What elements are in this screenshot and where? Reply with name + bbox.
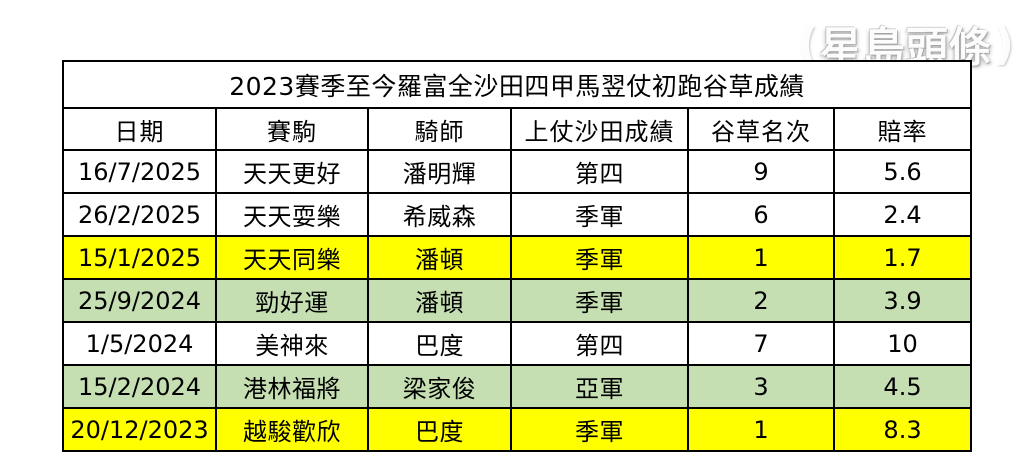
- cell-jockey: 潘明輝: [367, 149, 512, 194]
- column-header-valley_place: 谷草名次: [687, 107, 835, 151]
- cell-shatin_result: 季軍: [510, 278, 689, 323]
- cell-shatin_result: 季軍: [510, 192, 689, 237]
- column-header-date: 日期: [62, 107, 217, 151]
- cell-horse: 越駿歡欣: [215, 407, 369, 452]
- cell-shatin_result: 季軍: [510, 235, 689, 280]
- cell-valley_place: 7: [687, 321, 835, 366]
- cell-shatin_result: 第四: [510, 321, 689, 366]
- cell-jockey: 潘頓: [367, 278, 512, 323]
- cell-odds: 3.9: [832, 278, 973, 323]
- cell-shatin_result: 季軍: [510, 407, 689, 452]
- table-title-row: 2023賽季至今羅富全沙田四甲馬翌仗初跑谷草成績: [61, 60, 973, 109]
- cell-horse: 勁好運: [215, 278, 369, 323]
- cell-jockey: 潘頓: [367, 235, 512, 280]
- table-row: 15/2/2024 港林福將 梁家俊 亞軍 3 4.5: [62, 364, 973, 409]
- cell-valley_place: 3: [687, 364, 835, 409]
- cell-valley_place: 9: [687, 149, 835, 194]
- cell-odds: 2.4: [832, 192, 973, 237]
- table-row: 1/5/2024 美神來 巴度 第四 7 10: [62, 321, 973, 366]
- cell-date: 1/5/2024: [62, 321, 217, 366]
- cell-odds: 4.5: [832, 364, 973, 409]
- column-header-odds: 賠率: [832, 107, 973, 151]
- cell-horse: 美神來: [215, 321, 369, 366]
- cell-odds: 8.3: [832, 407, 973, 452]
- column-header-jockey: 騎師: [367, 107, 512, 151]
- cell-odds: 10: [832, 321, 973, 366]
- cell-jockey: 巴度: [367, 321, 512, 366]
- table-header-row: 日期 賽駒 騎師 上仗沙田成績 谷草名次 賠率: [62, 107, 973, 151]
- cell-date: 15/2/2024: [62, 364, 217, 409]
- cell-odds: 5.6: [832, 149, 973, 194]
- results-table-container: 2023賽季至今羅富全沙田四甲馬翌仗初跑谷草成績 日期 賽駒 騎師 上仗沙田成績 谷草名…: [61, 60, 973, 452]
- cell-horse: 港林福將: [215, 364, 369, 409]
- column-header-shatin_result: 上仗沙田成績: [510, 107, 689, 151]
- cell-horse: 天天耍樂: [215, 192, 369, 237]
- cell-valley_place: 2: [687, 278, 835, 323]
- cell-jockey: 希威森: [367, 192, 512, 237]
- table-row: 20/12/2023 越駿歡欣 巴度 季軍 1 8.3: [62, 407, 973, 452]
- table-title: 2023賽季至今羅富全沙田四甲馬翌仗初跑谷草成績: [61, 60, 973, 109]
- column-header-horse: 賽駒: [215, 107, 369, 151]
- table-row: 16/7/2025 天天更好 潘明輝 第四 9 5.6: [62, 149, 973, 194]
- cell-date: 20/12/2023: [62, 407, 217, 452]
- cell-jockey: 巴度: [367, 407, 512, 452]
- cell-odds: 1.7: [832, 235, 973, 280]
- cell-date: 25/9/2024: [62, 278, 217, 323]
- cell-date: 15/1/2025: [62, 235, 217, 280]
- cell-horse: 天天更好: [215, 149, 369, 194]
- cell-shatin_result: 第四: [510, 149, 689, 194]
- table-row: 15/1/2025 天天同樂 潘頓 季軍 1 1.7: [62, 235, 973, 280]
- table-row: 26/2/2025 天天耍樂 希威森 季軍 6 2.4: [62, 192, 973, 237]
- cell-shatin_result: 亞軍: [510, 364, 689, 409]
- results-table: 2023賽季至今羅富全沙田四甲馬翌仗初跑谷草成績 日期 賽駒 騎師 上仗沙田成績 谷草名…: [61, 60, 973, 452]
- cell-jockey: 梁家俊: [367, 364, 512, 409]
- cell-valley_place: 6: [687, 192, 835, 237]
- cell-horse: 天天同樂: [215, 235, 369, 280]
- cell-valley_place: 1: [687, 407, 835, 452]
- cell-date: 26/2/2025: [62, 192, 217, 237]
- cell-valley_place: 1: [687, 235, 835, 280]
- watermark-bracket-right: ): [993, 18, 1014, 70]
- cell-date: 16/7/2025: [62, 149, 217, 194]
- table-row: 25/9/2024 勁好運 潘頓 季軍 2 3.9: [62, 278, 973, 323]
